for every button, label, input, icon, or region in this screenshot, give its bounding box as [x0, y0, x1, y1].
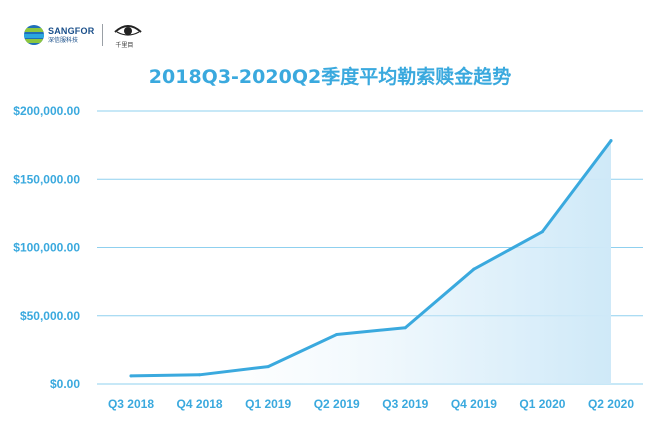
data-point [540, 230, 544, 234]
series-area [131, 140, 611, 384]
y-tick-label: $200,000.00 [13, 104, 80, 118]
data-point [472, 267, 476, 271]
data-point [266, 365, 270, 369]
x-tick-label: Q1 2020 [519, 397, 565, 411]
x-tick-label: Q4 2019 [451, 397, 497, 411]
logo-divider [102, 24, 104, 46]
y-tick-label: $100,000.00 [13, 241, 80, 255]
data-point [335, 332, 339, 336]
x-tick-label: Q3 2018 [108, 397, 154, 411]
data-point [403, 326, 407, 330]
data-point [609, 139, 613, 143]
y-tick-label: $150,000.00 [13, 172, 80, 186]
brand-logo: SANGFOR 深信服科技 [48, 25, 95, 44]
partner-logo: 千里目 [113, 22, 143, 49]
y-tick-label: $50,000.00 [20, 309, 80, 323]
sangfor-globe-icon [24, 25, 44, 45]
x-tick-label: Q2 2020 [588, 397, 634, 411]
chart-title: 2018Q3-2020Q2季度平均勒索赎金趋势 [148, 66, 512, 88]
brand-name-en: SANGFOR [48, 25, 95, 36]
data-point [198, 373, 202, 377]
y-tick-label: $0.00 [50, 377, 80, 391]
x-tick-label: Q4 2018 [177, 397, 223, 411]
partner-name: 千里目 [115, 42, 134, 49]
logo-bar: SANGFOR 深信服科技 千里目 [24, 22, 143, 49]
x-tick-label: Q3 2019 [382, 397, 428, 411]
x-tick-label: Q2 2019 [314, 397, 360, 411]
data-point [129, 374, 133, 378]
brand-name-cn: 深信服科技 [48, 36, 79, 44]
x-tick-label: Q1 2019 [245, 397, 291, 411]
series-line [129, 139, 613, 378]
eye-icon [114, 25, 143, 36]
